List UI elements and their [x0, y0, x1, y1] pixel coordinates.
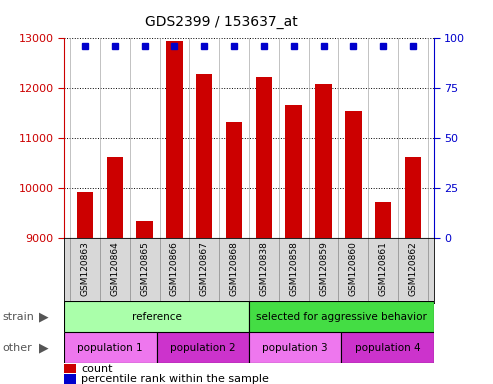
Bar — [316, 84, 332, 384]
Text: GSM120864: GSM120864 — [110, 242, 119, 296]
Text: GSM120861: GSM120861 — [379, 242, 387, 296]
Bar — [64, 301, 249, 332]
Text: GSM120859: GSM120859 — [319, 242, 328, 296]
Bar — [375, 202, 391, 384]
Text: population 3: population 3 — [262, 343, 328, 353]
Text: GSM120863: GSM120863 — [80, 242, 89, 296]
Text: GSM120860: GSM120860 — [349, 242, 358, 296]
Text: other: other — [2, 343, 32, 353]
Text: reference: reference — [132, 312, 181, 322]
Text: strain: strain — [2, 312, 35, 322]
Bar — [256, 77, 272, 384]
Text: ▶: ▶ — [38, 341, 48, 354]
Text: GSM120858: GSM120858 — [289, 242, 298, 296]
Bar — [196, 74, 212, 384]
Bar — [226, 122, 242, 384]
Text: ▶: ▶ — [38, 310, 48, 323]
Bar — [249, 301, 434, 332]
Bar — [77, 192, 93, 384]
Bar — [341, 332, 434, 363]
Text: GSM120862: GSM120862 — [409, 242, 418, 296]
Text: population 1: population 1 — [77, 343, 143, 353]
Text: GSM120866: GSM120866 — [170, 242, 179, 296]
Text: GSM120867: GSM120867 — [200, 242, 209, 296]
Text: percentile rank within the sample: percentile rank within the sample — [81, 374, 269, 384]
Bar — [106, 157, 123, 384]
Bar — [345, 111, 361, 384]
Bar — [166, 41, 182, 384]
Text: GSM120865: GSM120865 — [140, 242, 149, 296]
Text: population 2: population 2 — [170, 343, 236, 353]
Text: population 4: population 4 — [355, 343, 421, 353]
Text: GDS2399 / 153637_at: GDS2399 / 153637_at — [145, 15, 298, 29]
Text: count: count — [81, 364, 113, 374]
Bar — [64, 332, 157, 363]
Text: GSM120868: GSM120868 — [230, 242, 239, 296]
Text: GSM120838: GSM120838 — [259, 242, 268, 296]
Bar — [405, 157, 421, 384]
Bar — [285, 105, 302, 384]
Bar — [137, 221, 153, 384]
Text: selected for aggressive behavior: selected for aggressive behavior — [256, 312, 427, 322]
Bar — [157, 332, 249, 363]
Bar — [249, 332, 341, 363]
